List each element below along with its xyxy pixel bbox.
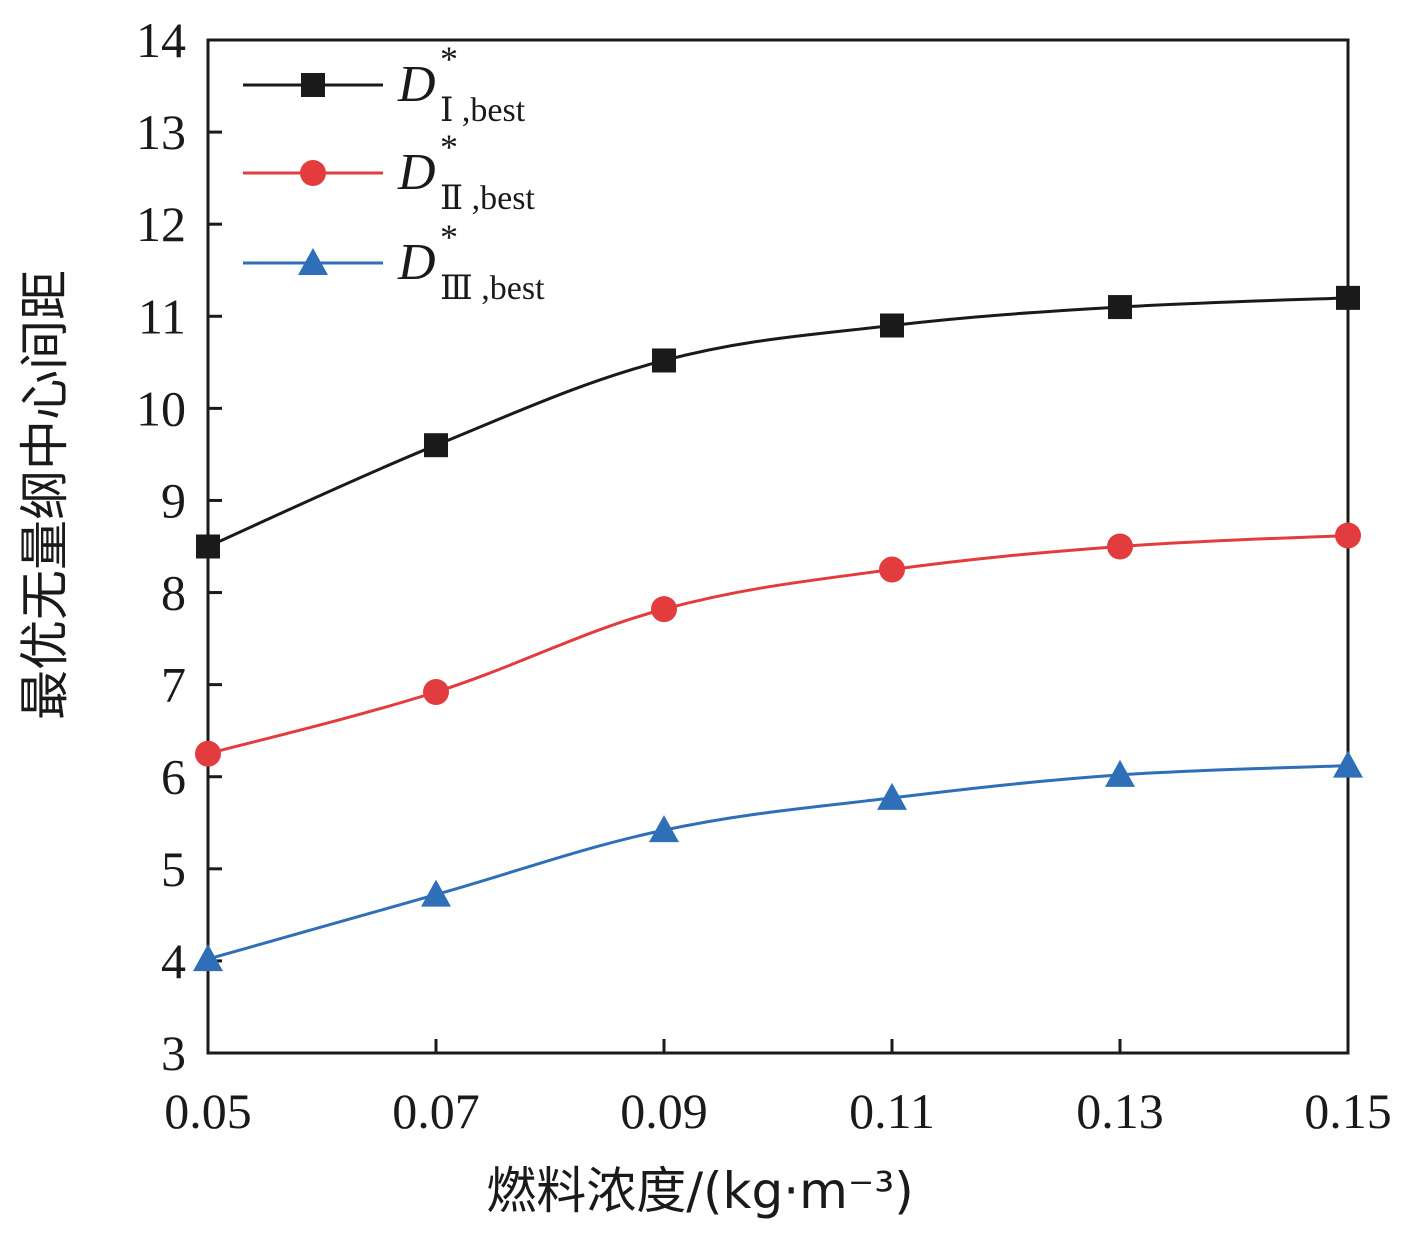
- x-tick-label: 0.15: [1304, 1083, 1392, 1139]
- x-tick-label: 0.11: [849, 1083, 935, 1139]
- data-point: [1336, 285, 1360, 310]
- data-point: [652, 348, 676, 373]
- y-tick-label: 14: [136, 12, 186, 68]
- legend-marker: [300, 160, 326, 186]
- data-point: [423, 679, 449, 706]
- legend-label-sub: Ⅰ ,best: [440, 92, 526, 129]
- data-point: [1107, 533, 1133, 560]
- data-point: [193, 944, 223, 972]
- data-point: [196, 534, 220, 559]
- y-tick-label: 10: [136, 380, 186, 436]
- y-tick-label: 7: [161, 657, 186, 713]
- data-point: [195, 740, 221, 767]
- legend-item-1: D * Ⅰ ,best: [243, 39, 526, 129]
- data-point: [421, 879, 451, 907]
- x-axis-title: 燃料浓度/(kg·m⁻³): [486, 1162, 914, 1220]
- legend-label: D: [397, 144, 436, 201]
- legend-label-sup: *: [440, 217, 458, 257]
- y-tick-label: 3: [161, 1025, 186, 1081]
- y-tick-label: 4: [161, 933, 186, 989]
- data-point: [649, 815, 679, 843]
- x-tick-label: 0.05: [164, 1083, 252, 1139]
- x-tick-label: 0.09: [620, 1083, 708, 1139]
- y-tick-label: 13: [136, 104, 186, 160]
- y-tick-label: 5: [161, 841, 186, 897]
- legend-marker: [301, 73, 325, 97]
- series-group: [193, 285, 1363, 972]
- data-point: [1335, 522, 1361, 549]
- series-3: [193, 750, 1363, 972]
- data-point: [1333, 750, 1363, 778]
- legend-label-sub: Ⅱ ,best: [440, 180, 535, 217]
- series-1: [196, 285, 1360, 559]
- data-point: [880, 313, 904, 338]
- data-point: [424, 433, 448, 458]
- data-point: [879, 556, 905, 583]
- y-tick-label: 9: [161, 472, 186, 528]
- legend-label-sub: Ⅲ ,best: [440, 270, 545, 307]
- y-tick-label: 6: [161, 749, 186, 805]
- plot-frame: [206, 38, 1350, 1055]
- legend-item-2: D * Ⅱ ,best: [243, 127, 535, 217]
- x-tick-label: 0.13: [1076, 1083, 1164, 1139]
- data-point: [1108, 295, 1132, 320]
- data-point: [651, 596, 677, 623]
- series-line: [207, 764, 1349, 961]
- series-2: [195, 522, 1361, 767]
- data-point: [877, 782, 907, 810]
- x-tick-label: 0.07: [392, 1083, 480, 1139]
- data-point: [1105, 759, 1135, 787]
- y-tick-label: 11: [138, 288, 186, 344]
- y-axis-title: 最优无量纲中心间距: [16, 270, 74, 720]
- legend-label-sup: *: [440, 39, 458, 79]
- series-line: [207, 533, 1349, 756]
- legend-label-sup: *: [440, 127, 458, 167]
- legend-marker: [298, 248, 328, 275]
- y-tick-label: 8: [161, 565, 186, 621]
- axes: 3 4 5 6 7 8 9 10 11 12 13 14 0.05 0.07 0.09 0.11 0.13 0.1…: [136, 12, 1392, 1139]
- series-line: [207, 296, 1349, 548]
- legend-item-3: D * Ⅲ ,best: [243, 217, 545, 307]
- legend-label: D: [397, 56, 436, 113]
- legend-label: D: [397, 234, 436, 291]
- y-tick-label: 12: [136, 196, 186, 252]
